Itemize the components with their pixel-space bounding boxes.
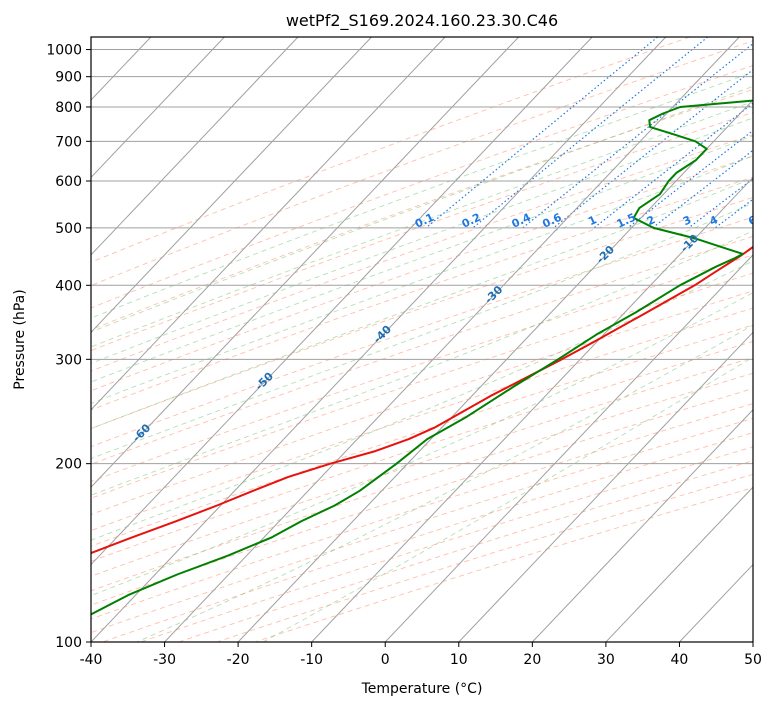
isotherm-line-16 (531, 408, 753, 642)
mixing-ratio-line-5 (627, 129, 753, 229)
x-tick-label-8: 40 (671, 652, 689, 668)
dry-adiabat-line-12 (91, 272, 753, 499)
moist-adiabat-line-10 (91, 292, 753, 597)
x-tick-label-7: 30 (597, 652, 615, 668)
y-tick-label-9: 1000 (46, 43, 82, 59)
sounding-series (91, 99, 753, 616)
y-tick-label-1: 200 (55, 457, 82, 473)
x-tick-label-4: 0 (381, 652, 390, 668)
dry-adiabat-line-15 (91, 324, 753, 547)
mixing-ratio-lines (425, 37, 753, 229)
y-tick-label-4: 500 (55, 221, 82, 237)
isotherm-line-5 (91, 37, 299, 256)
x-tick-label-6: 20 (523, 652, 541, 668)
moist-adiabat-line-7 (91, 202, 753, 460)
y-tick-label-2: 300 (55, 352, 82, 368)
dry-adiabat-line-26 (254, 487, 753, 642)
dry-adiabat-line-4 (91, 111, 753, 352)
axes: -40 -30 -20 -10 0 10 20 30 40 50 100 200 300 400 500 60… (46, 43, 762, 668)
y-tick-label-5: 600 (55, 174, 82, 190)
plot-frame (90, 36, 754, 643)
isotherm-line-8 (91, 37, 520, 488)
dry-adiabat-line-3 (91, 88, 753, 331)
isotherm-line-15 (458, 331, 753, 642)
x-tick-label-2: -20 (227, 652, 250, 668)
moist-adiabats (91, 71, 753, 642)
moist-adiabat-line-1 (91, 85, 753, 333)
y-tick-label-7: 800 (55, 100, 82, 116)
temperature-profile-line (91, 245, 753, 555)
isotherm-line-17 (605, 486, 753, 642)
skewed-isotherms (91, 37, 753, 642)
y-tick-label-3: 400 (55, 278, 82, 294)
dry-adiabat-line-24 (178, 460, 753, 642)
isotherm-line-12 (237, 99, 753, 642)
mixing-ratio-line-3 (553, 68, 753, 229)
moist-adiabat-line-0 (91, 71, 753, 319)
mixing-ratio-line-2 (522, 42, 753, 229)
y-tick-label-8: 900 (55, 70, 82, 86)
mixing-ratio-line-1 (472, 37, 709, 229)
x-axis-label: Temperature (°C) (361, 681, 483, 697)
dry-adiabat-line-9 (91, 216, 753, 448)
dry-adiabat-line-17 (91, 357, 753, 577)
isobars (91, 49, 753, 642)
dry-adiabat-line-22 (102, 432, 753, 642)
isotherm-line-7 (91, 37, 446, 411)
x-tick-label-5: 10 (450, 652, 468, 668)
mixing-ratio-label-9: 6 (746, 213, 759, 228)
isotherm-line-10 (91, 37, 667, 642)
y-tick-label-6: 700 (55, 134, 82, 150)
moist-adiabat-line-2 (91, 100, 753, 348)
isotherm-line-9 (91, 37, 593, 566)
isotherm-line-4 (91, 37, 225, 179)
x-tick-label-3: -10 (300, 652, 323, 668)
y-tick-label-0: 100 (55, 635, 82, 651)
x-tick-label-1: -30 (153, 652, 176, 668)
chart-title: wetPf2_S169.2024.160.23.30.C46 (286, 11, 558, 31)
moist-adiabat-line-9 (91, 260, 753, 541)
dry-adiabat-line-19 (91, 388, 753, 606)
isotherm-line-6 (91, 37, 372, 334)
dry-adiabat-line-5 (91, 134, 753, 372)
moist-adiabat-line-12 (262, 356, 753, 642)
moist-adiabat-line-6 (91, 177, 753, 430)
isotherm-line-14 (384, 254, 753, 642)
dry-adiabat-line-21 (91, 417, 753, 634)
moist-adiabat-line-4 (91, 135, 753, 383)
x-tick-label-9: 50 (744, 652, 762, 668)
x-tick-label-0: -40 (80, 652, 103, 668)
y-axis-label: Pressure (hPa) (12, 289, 28, 389)
dry-adiabat-line-0 (91, 37, 690, 263)
dry-adiabat-line-8 (91, 196, 753, 429)
dewpoint-profile-line (91, 99, 753, 616)
